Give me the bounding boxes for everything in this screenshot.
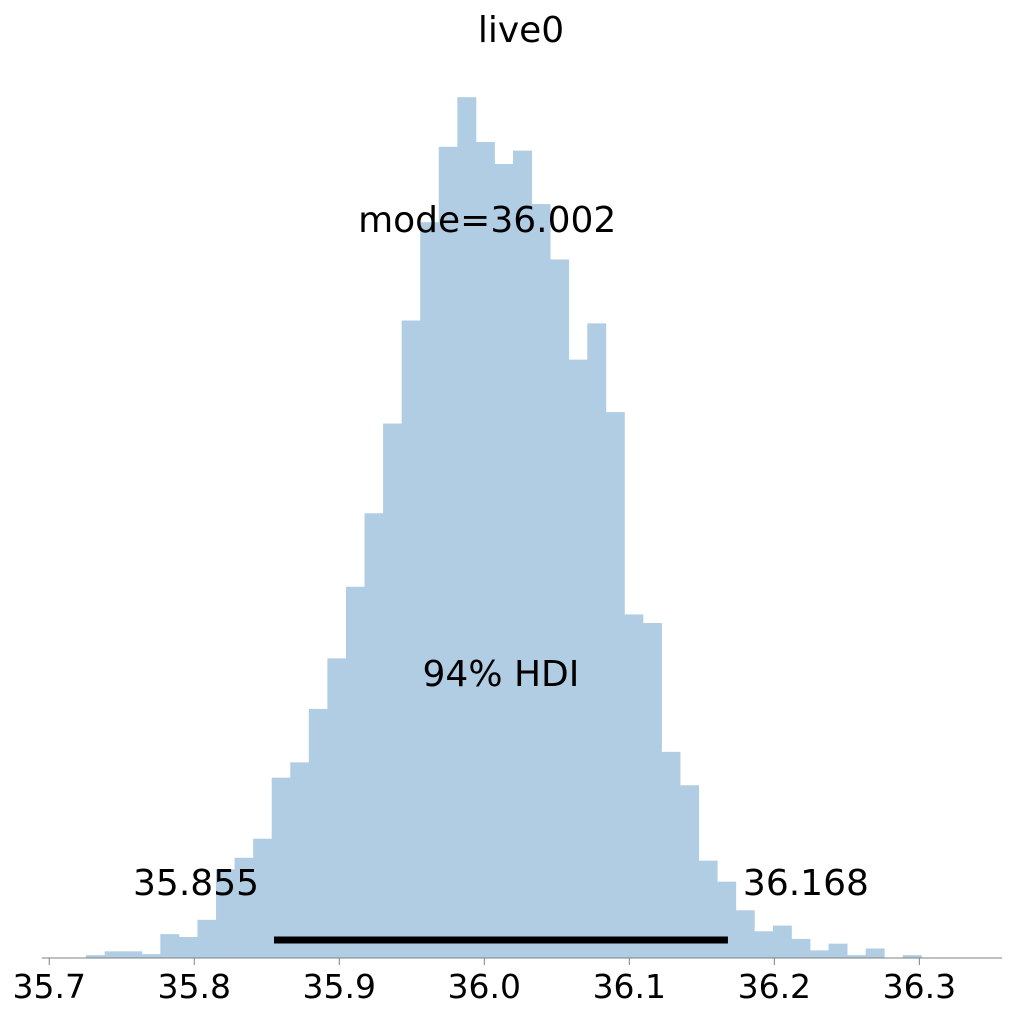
histogram-bar [327, 658, 347, 958]
histogram-bar [308, 708, 328, 958]
x-tick-label: 36.2 [738, 967, 811, 1006]
histogram-bar [364, 513, 384, 958]
histogram-bar [531, 204, 551, 958]
histogram-bar [568, 359, 588, 958]
histogram-bar [587, 323, 607, 958]
histogram-bar [717, 881, 737, 958]
histogram-bar [513, 150, 532, 958]
histogram-bar [661, 751, 681, 958]
histogram-bar [420, 222, 440, 958]
histogram-bar [290, 762, 310, 958]
histogram-bar [494, 163, 514, 959]
histogram-bar [550, 259, 570, 958]
histogram-bar [86, 955, 106, 958]
hdi-label: 94% HDI [423, 654, 580, 695]
histogram-bar [104, 951, 124, 958]
histogram-bar [847, 955, 867, 958]
histogram-bar [123, 951, 143, 958]
hdi-lower-label: 35.855 [133, 863, 259, 904]
histogram-bar [810, 950, 829, 958]
histogram-bar [698, 860, 718, 958]
histogram-bars [86, 97, 922, 959]
x-tick-label: 35.8 [158, 967, 231, 1006]
histogram-bar [865, 948, 885, 958]
histogram-bar [791, 938, 811, 958]
histogram-bar [271, 777, 291, 958]
histogram-bar [642, 623, 662, 958]
histogram-bar [234, 857, 254, 958]
histogram-bar [828, 943, 848, 958]
x-tick-label: 35.9 [303, 967, 376, 1006]
histogram-bar [438, 146, 458, 959]
x-tick-label: 36.0 [448, 967, 521, 1006]
histogram-bar [383, 423, 403, 958]
histogram-bar [197, 919, 217, 958]
histogram-bar [475, 142, 495, 958]
x-axis-ticks: 35.7 35.8 35.9 36.0 36.1 36.2 36.3 [13, 958, 956, 1006]
histogram-bar [772, 925, 792, 958]
mode-label: mode=36.002 [358, 200, 616, 241]
histogram-bar [178, 937, 198, 958]
histogram-bar [902, 955, 922, 958]
histogram-bar [216, 869, 235, 958]
histogram-bar [160, 934, 180, 958]
histogram-bar [253, 838, 273, 958]
x-tick-label: 36.3 [883, 967, 956, 1006]
x-tick-label: 35.7 [13, 967, 86, 1006]
histogram-bar [605, 412, 625, 958]
chart-title: live0 [478, 10, 564, 51]
histogram-bar [754, 931, 774, 958]
histogram-bar [680, 785, 700, 958]
hdi-upper-label: 36.168 [743, 863, 869, 904]
histogram-bar [624, 614, 644, 958]
x-tick-label: 36.1 [593, 967, 666, 1006]
histogram-bar [401, 320, 421, 958]
histogram-bar [735, 910, 755, 958]
histogram-bar [457, 97, 477, 959]
histogram-bar [141, 954, 161, 958]
histogram-bar [345, 586, 365, 958]
